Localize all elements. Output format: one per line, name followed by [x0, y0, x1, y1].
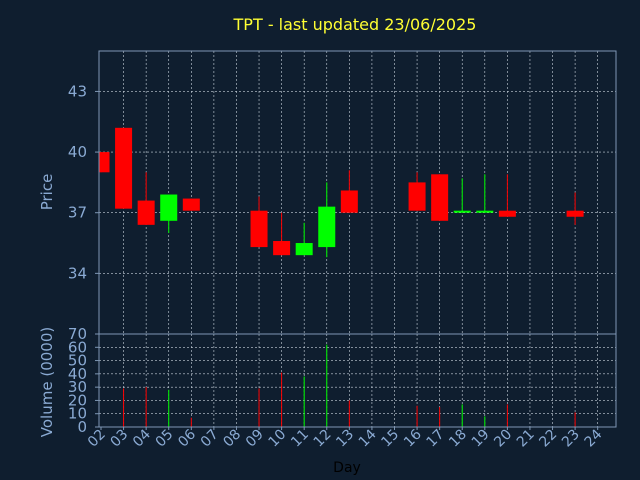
volume-tick-label: 10: [68, 405, 87, 423]
x-tick-label: 21: [514, 427, 538, 451]
volume-tick-label: 0: [77, 418, 87, 436]
x-tick-label: 10: [266, 427, 290, 451]
x-tick-label: 18: [446, 427, 470, 451]
x-tick-label: 05: [153, 427, 177, 451]
price-tick-label: 34: [68, 264, 87, 282]
candle-body: [137, 200, 155, 225]
volume-tick-label: 50: [68, 352, 87, 370]
x-tick-label: 13: [333, 427, 357, 451]
candle-body: [408, 182, 426, 211]
price-tick-label: 37: [68, 204, 87, 222]
candle-body: [160, 194, 178, 221]
candle-body: [476, 210, 494, 213]
x-axis-label: Day: [333, 460, 361, 476]
candle-body: [115, 127, 133, 209]
chart-title: TPT - last updated 23/06/2025: [233, 15, 477, 34]
x-tick-label: 11: [288, 427, 312, 451]
price-panel: 34 37 40 43: [68, 50, 617, 335]
x-tick-label: 07: [198, 427, 222, 451]
volume-panel: 0203040506070809101112131415161718192021…: [68, 325, 617, 451]
volume-plot-frame: [98, 333, 617, 428]
candle-body: [340, 190, 358, 213]
x-tick-label: 20: [491, 427, 515, 451]
candle-body: [273, 241, 291, 256]
x-tick-label: 04: [130, 426, 154, 450]
x-tick-label: 24: [582, 426, 606, 450]
x-tick-label: 19: [469, 427, 493, 451]
candle-body: [498, 210, 516, 217]
candle-body: [99, 152, 110, 173]
volume-tick-label: 20: [68, 391, 87, 409]
candle-body: [453, 210, 471, 213]
x-tick-label: 02: [85, 427, 109, 451]
candle-body: [250, 210, 268, 248]
x-tick-label: 22: [536, 427, 560, 451]
x-tick-label: 23: [559, 427, 583, 451]
x-tick-label: 15: [378, 427, 402, 451]
price-tick-label: 43: [68, 82, 87, 100]
volume-tick-label: 30: [68, 378, 87, 396]
price-axis-label: Price: [38, 174, 56, 211]
volume-axis-label: Volume (0000): [38, 327, 56, 437]
x-tick-label: 14: [356, 426, 380, 450]
volume-tick-label: 70: [68, 325, 87, 343]
candle-body: [182, 198, 200, 211]
price-tick-label: 40: [68, 143, 87, 161]
candle-body: [295, 243, 313, 256]
candle-body: [431, 174, 449, 221]
candle-body: [566, 210, 584, 217]
candle-body: [318, 206, 336, 248]
volume-tick-label: 40: [68, 365, 87, 383]
x-tick-label: 12: [311, 427, 335, 451]
x-tick-label: 16: [401, 426, 425, 450]
x-tick-label: 08: [220, 427, 244, 451]
x-tick-label: 03: [107, 427, 131, 451]
x-tick-label: 17: [424, 427, 448, 451]
x-tick-label: 06: [175, 426, 199, 450]
x-tick-label: 09: [243, 427, 267, 451]
volume-tick-label: 60: [68, 338, 87, 356]
